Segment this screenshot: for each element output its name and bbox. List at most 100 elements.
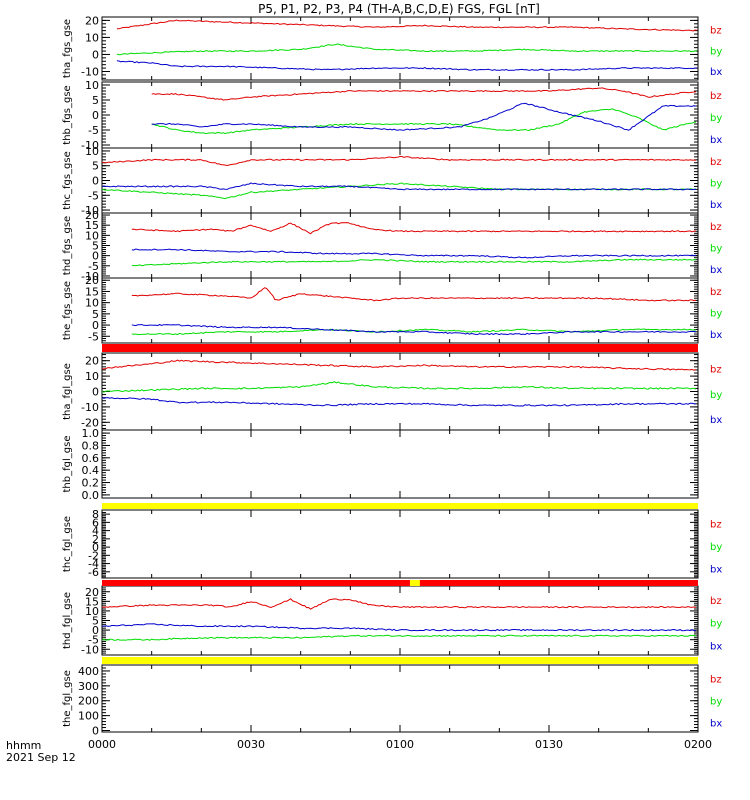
x-axis-label: hhmm xyxy=(6,739,41,752)
y-tick-label: -10 xyxy=(81,401,99,414)
legend-by: by xyxy=(710,390,722,401)
legend-by: by xyxy=(710,46,722,57)
status-bar xyxy=(102,503,698,509)
series-by xyxy=(131,258,697,267)
y-tick-label: 6 xyxy=(92,516,99,529)
y-axis-label: tha_fgs_gse xyxy=(62,19,73,78)
legend-bz: bz xyxy=(710,596,722,607)
y-tick-label: 0.2 xyxy=(82,477,100,490)
legend-bx: bx xyxy=(710,135,722,146)
series-by xyxy=(151,108,697,135)
y-tick-label: 0 xyxy=(92,175,99,188)
y-tick-label: 0 xyxy=(92,386,99,399)
legend-bx: bx xyxy=(710,641,722,652)
y-tick-label: 0 xyxy=(92,624,99,637)
panel-frame xyxy=(101,352,699,431)
y-axis-label: thb_fgs_gse xyxy=(62,85,73,144)
series-bz xyxy=(101,155,697,167)
series-by xyxy=(101,381,697,393)
y-tick-label: -10 xyxy=(81,270,99,283)
y-tick-label: 10 xyxy=(85,229,99,242)
y-tick-label: -20 xyxy=(81,416,99,429)
series-by xyxy=(116,43,698,56)
y-axis-label: thc_fgl_gse xyxy=(62,516,73,572)
y-tick-label: 0 xyxy=(92,109,99,122)
y-tick-label: 0.6 xyxy=(82,452,100,465)
legend-bz: bz xyxy=(710,520,722,531)
y-tick-label: -10 xyxy=(81,65,99,78)
legend-bx: bx xyxy=(710,564,722,575)
y-tick-label: 20 xyxy=(85,274,99,287)
y-tick-label: 0 xyxy=(92,250,99,263)
series-bz xyxy=(131,222,697,235)
y-tick-label: 5 xyxy=(92,240,99,253)
series-by xyxy=(131,328,697,336)
legend-by: by xyxy=(710,243,722,254)
panel-frame xyxy=(101,147,699,214)
series-bx xyxy=(101,397,697,407)
panel-6: 20 10 0 -10 -20 tha_fgl_gse bz by bx xyxy=(62,352,722,431)
x-tick-label: 0130 xyxy=(535,738,563,751)
y-tick-label: 0 xyxy=(92,48,99,61)
legend-by: by xyxy=(710,113,722,124)
time-axis: 0000 0030 0100 0130 0200 xyxy=(88,738,712,751)
y-tick-label: 5 xyxy=(92,94,99,107)
panel-frame xyxy=(101,664,699,733)
y-tick-label: 15 xyxy=(85,219,99,232)
x-tick-label: 0030 xyxy=(237,738,265,751)
legend-bx: bx xyxy=(710,330,722,341)
y-axis-label: thc_fgs_gse xyxy=(62,151,73,210)
y-tick-label: 10 xyxy=(85,605,99,618)
y-tick-label: -2 xyxy=(88,549,99,562)
y-tick-label: 5 xyxy=(92,308,99,321)
status-bar-segment xyxy=(409,580,420,586)
y-tick-label: 10 xyxy=(85,79,99,92)
series-bz xyxy=(101,598,697,610)
legend-bz: bz xyxy=(710,222,722,233)
y-tick-label: 200 xyxy=(78,695,99,708)
y-tick-label: -5 xyxy=(88,330,99,343)
legend-bz: bz xyxy=(710,26,722,37)
y-tick-label: 20 xyxy=(85,355,99,368)
y-tick-label: 15 xyxy=(85,285,99,298)
status-bar xyxy=(102,657,698,664)
panel-frame xyxy=(101,429,699,499)
y-axis-label: tha_fgl_gse xyxy=(62,363,73,420)
series-bz xyxy=(131,287,697,302)
series-bz xyxy=(116,19,698,32)
panel-3: 10 5 0-5 -10 thc_fgs_gse bz by bx xyxy=(62,145,722,217)
legend-bz: bz xyxy=(710,287,722,298)
legend-by: by xyxy=(710,178,722,189)
y-tick-label: 4 xyxy=(92,525,99,538)
y-tick-label: 2 xyxy=(92,533,99,546)
panel-frame xyxy=(101,212,699,279)
y-axis-label: the_fgs_gse xyxy=(62,281,73,340)
series-bx xyxy=(101,182,696,191)
panel-frame xyxy=(101,81,699,149)
y-tick-label: 0.0 xyxy=(82,489,100,502)
y-tick-label: 5 xyxy=(92,160,99,173)
y-tick-label: 10 xyxy=(85,370,99,383)
y-tick-label: 1.0 xyxy=(82,427,100,440)
y-tick-label: 0 xyxy=(92,725,99,738)
y-tick-label: -5 xyxy=(88,189,99,202)
x-tick-label: 0100 xyxy=(386,738,414,751)
y-tick-label: -5 xyxy=(88,124,99,137)
series-bx xyxy=(151,102,697,131)
panel-2: 10 5 0 -5 -10 thb_fgs_gse bz by bx xyxy=(62,79,722,152)
panel-frame xyxy=(101,509,699,579)
y-tick-label: -4 xyxy=(88,558,99,571)
legend-bx: bx xyxy=(710,265,722,276)
y-tick-label: 20 xyxy=(85,209,99,222)
legend-by: by xyxy=(710,308,722,319)
x-tick-label: 0000 xyxy=(88,738,116,751)
status-bars xyxy=(102,344,698,664)
y-tick-label: -5 xyxy=(88,634,99,647)
y-tick-label: 10 xyxy=(85,297,99,310)
